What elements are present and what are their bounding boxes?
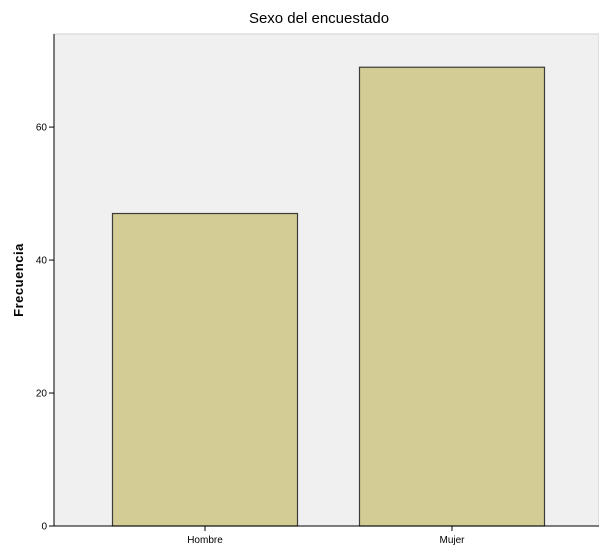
y-tick-label-0: 0 — [41, 522, 47, 533]
y-tick-label-60: 60 — [36, 123, 48, 134]
bar-hombre — [111, 212, 299, 527]
x-tick-label-mujer: Mujer — [439, 535, 465, 546]
chart-title: Sexo del encuestado — [249, 10, 389, 27]
y-tick-label-20: 20 — [36, 389, 48, 400]
y-tick-label-40: 40 — [36, 256, 48, 267]
x-tick-label-hombre: Hombre — [187, 535, 223, 546]
y-ticks: 0 20 40 60 — [36, 123, 54, 533]
x-ticks: Hombre Mujer — [187, 526, 465, 546]
y-axis-label: Frecuencia — [11, 243, 26, 317]
bar-mujer — [358, 66, 546, 527]
